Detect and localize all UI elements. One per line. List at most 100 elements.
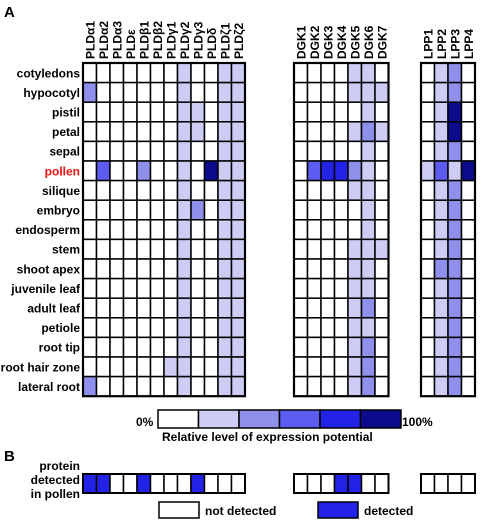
heatmap-cell	[122, 238, 138, 260]
row-label: pollen	[45, 164, 80, 178]
heatmap-cell	[149, 277, 165, 299]
heatmap-cell	[176, 62, 192, 84]
heatmap-cell	[82, 317, 98, 339]
heatmap-cell	[293, 297, 309, 319]
heatmap-cell	[320, 101, 336, 123]
heatmap-cell	[82, 336, 98, 358]
heatmap-cell	[149, 219, 165, 241]
heatmap-cell	[374, 81, 390, 103]
heatmap-cell	[347, 238, 363, 260]
column-label: PLDγ3	[191, 21, 205, 59]
column-labels: PLDα1 PLDα2 PLDα3 PLDε PLDβ1 PLDβ2 PLDγ1 PLDγ2 P…	[83, 21, 476, 59]
heatmap-cell	[333, 121, 349, 143]
scale-caption: Relative level of expression potential	[162, 430, 373, 444]
column-label: PLDδ	[205, 28, 219, 59]
heatmap-cell	[230, 81, 246, 103]
panel-b-label-line1: protein	[39, 459, 80, 473]
heatmap-cell	[306, 140, 322, 162]
heatmap-cell	[333, 219, 349, 241]
heatmap-cell	[136, 356, 152, 378]
heatmap-cell	[420, 258, 436, 280]
heatmap-cell	[122, 317, 138, 339]
heatmap-cell	[306, 317, 322, 339]
heatmap-cell	[203, 238, 219, 260]
heatmap-cell	[320, 336, 336, 358]
heatmap-cell	[347, 199, 363, 221]
heatmap-cell	[230, 258, 246, 280]
heatmap-cell	[149, 160, 165, 182]
protein-group-border	[82, 473, 246, 494]
heatmap-cell	[149, 81, 165, 103]
heatmap-cell	[122, 375, 138, 397]
heatmap-cell	[203, 199, 219, 221]
heatmap-cell	[82, 179, 98, 201]
heatmap-cell	[95, 179, 111, 201]
heatmap-cell	[447, 375, 463, 397]
heatmap-cell	[176, 199, 192, 221]
heatmap-grid	[81, 61, 477, 398]
heatmap-cell	[163, 277, 179, 299]
group-border	[419, 61, 477, 398]
heatmap-cell	[374, 238, 390, 260]
heatmap-cell	[293, 238, 309, 260]
heatmap-cell	[217, 375, 233, 397]
heatmap-cell	[163, 317, 179, 339]
heatmap-cell	[217, 219, 233, 241]
heatmap-cell	[447, 101, 463, 123]
heatmap-cell	[217, 297, 233, 319]
heatmap-cell	[306, 297, 322, 319]
heatmap-cell	[230, 356, 246, 378]
heatmap-cell	[433, 219, 449, 241]
heatmap-cell	[420, 140, 436, 162]
heatmap-cell	[82, 160, 98, 182]
heatmap-cell	[320, 375, 336, 397]
heatmap-cell	[447, 140, 463, 162]
row-label: adult leaf	[27, 302, 81, 316]
heatmap-cell	[433, 62, 449, 84]
heatmap-cell	[163, 199, 179, 221]
heatmap-cell	[163, 297, 179, 319]
heatmap-cell	[460, 297, 476, 319]
heatmap-cell	[460, 375, 476, 397]
heatmap-cell	[217, 336, 233, 358]
row-labels: cotyledons hypocotyl pistil petal sepal polle…	[1, 66, 81, 394]
heatmap-cell	[447, 277, 463, 299]
panel-b-label: B	[4, 448, 15, 465]
row-label: root tip	[39, 341, 80, 355]
heatmap-cell	[360, 219, 376, 241]
heatmap-cell	[447, 121, 463, 143]
heatmap-cell	[163, 179, 179, 201]
heatmap-cell	[230, 238, 246, 260]
heatmap-cell	[122, 336, 138, 358]
heatmap-cell	[95, 199, 111, 221]
heatmap-cell	[374, 140, 390, 162]
heatmap-cell	[433, 336, 449, 358]
heatmap-cell	[217, 121, 233, 143]
heatmap-cell	[230, 121, 246, 143]
heatmap-cell	[320, 140, 336, 162]
heatmap-cell	[122, 297, 138, 319]
column-label: PLDε	[124, 29, 138, 59]
heatmap-cell	[122, 258, 138, 280]
heatmap-cell	[95, 277, 111, 299]
heatmap-cell	[95, 140, 111, 162]
row-label: petal	[52, 125, 80, 139]
heatmap-cell	[347, 101, 363, 123]
row-label: cotyledons	[17, 66, 81, 80]
heatmap-cell	[95, 238, 111, 260]
heatmap-cell	[360, 375, 376, 397]
heatmap-cell	[347, 277, 363, 299]
protein-detection-cell	[433, 473, 449, 494]
heatmap-cell	[293, 375, 309, 397]
heatmap-cell	[176, 336, 192, 358]
heatmap-cell	[460, 101, 476, 123]
protein-group-border	[420, 473, 476, 494]
heatmap-cell	[176, 258, 192, 280]
heatmap-cell	[82, 297, 98, 319]
heatmap-cell	[217, 199, 233, 221]
heatmap-cell	[306, 179, 322, 201]
heatmap-cell	[420, 81, 436, 103]
heatmap-cell	[109, 219, 125, 241]
heatmap-cell	[360, 356, 376, 378]
heatmap-cell	[293, 317, 309, 339]
